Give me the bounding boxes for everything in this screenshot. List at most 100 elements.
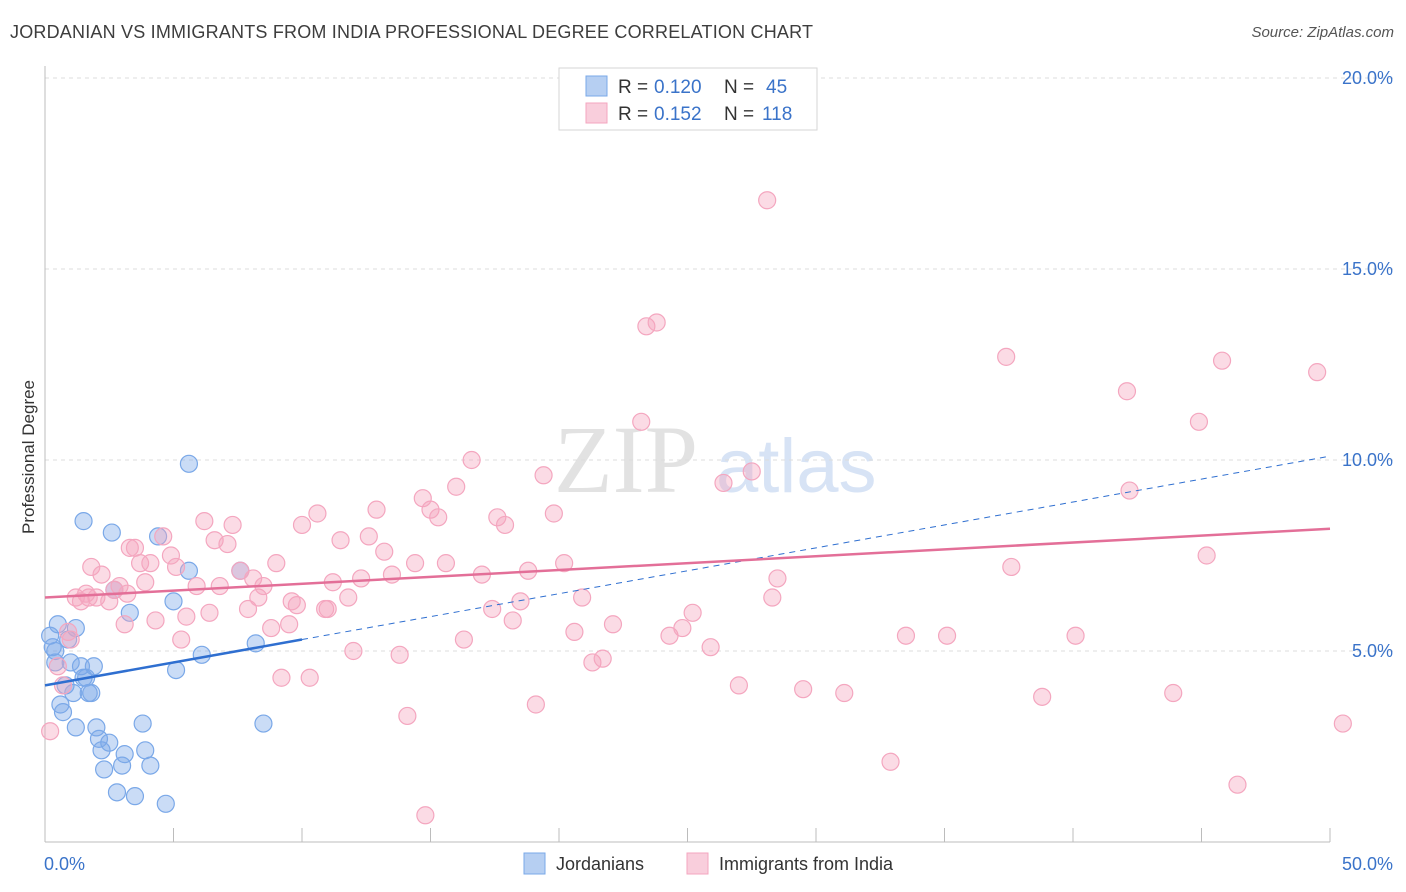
legend-r-label-india: R = <box>618 104 648 125</box>
india-point-40 <box>272 668 291 687</box>
india-point-56 <box>390 645 409 664</box>
india-point-107 <box>1228 775 1247 794</box>
india-point-97 <box>997 347 1016 366</box>
india-point-1 <box>48 657 67 676</box>
india-point-88 <box>701 638 720 657</box>
india-point-2 <box>53 676 73 695</box>
india-point-71 <box>511 592 530 611</box>
jordanian-point-21 <box>95 760 114 779</box>
india-point-45 <box>308 504 327 523</box>
jordanian-point-32 <box>141 756 160 775</box>
india-point-114 <box>835 683 854 703</box>
series-jordanians-points <box>41 454 273 813</box>
india-point-50 <box>344 641 363 661</box>
jordanian-point-8 <box>64 683 83 703</box>
india-point-32 <box>223 515 242 535</box>
india-point-58 <box>405 554 425 573</box>
legend-r-value-jordanians: 0.120 <box>654 77 702 98</box>
legend-r-value-india: 0.152 <box>654 104 702 125</box>
bottom-legend-label-jordanians: Jordanians <box>556 854 644 874</box>
x-tick-labels: 0.0% 50.0% <box>44 854 1393 874</box>
india-point-4 <box>61 630 80 649</box>
legend-n-label-india: N = <box>724 104 754 125</box>
jordanian-point-25 <box>107 783 127 802</box>
india-point-76 <box>555 554 574 573</box>
india-point-65 <box>462 450 481 470</box>
india-point-60 <box>421 500 440 519</box>
bottom-legend: Jordanians Immigrants from India <box>523 852 894 875</box>
india-point-41 <box>280 615 299 634</box>
legend-r-label-jordanians: R = <box>618 77 648 98</box>
india-point-53 <box>367 500 386 519</box>
india-point-75 <box>544 504 563 523</box>
india-point-79 <box>583 653 602 672</box>
legend-swatch-india <box>585 102 608 124</box>
india-point-26 <box>187 576 206 596</box>
legend-box: R = 0.120 N = 45 R = 0.152 N = 118 <box>558 67 818 131</box>
india-point-54 <box>375 542 394 561</box>
jordanian-point-42 <box>254 714 273 733</box>
india-point-82 <box>632 412 651 431</box>
chart-title: JORDANIAN VS IMMIGRANTS FROM INDIA PROFE… <box>10 22 814 42</box>
india-point-68 <box>488 508 507 527</box>
jordanian-point-11 <box>71 657 91 676</box>
jordanian-point-31 <box>136 741 155 760</box>
legend-n-label-jordanians: N = <box>724 77 754 98</box>
india-point-100 <box>1066 626 1085 645</box>
india-point-83 <box>637 317 656 336</box>
india-point-102 <box>1120 481 1139 500</box>
india-point-31 <box>218 534 237 554</box>
axes <box>44 66 1331 843</box>
jordanian-point-17 <box>84 657 103 676</box>
jordanian-point-9 <box>66 718 85 737</box>
india-point-94 <box>768 569 787 588</box>
source-label: Source: ZipAtlas.com <box>1251 24 1394 41</box>
y-tick-label-3: 20.0% <box>1342 68 1393 88</box>
jordanian-point-35 <box>164 592 183 611</box>
india-point-44 <box>300 668 319 687</box>
jordanian-point-29 <box>125 787 145 806</box>
india-point-73 <box>526 695 545 714</box>
india-point-87 <box>683 603 702 622</box>
jordanian-point-34 <box>156 794 175 813</box>
bottom-legend-label-india: Immigrants from India <box>719 854 894 874</box>
y-tick-label-2: 15.0% <box>1342 259 1393 279</box>
jordanian-point-22 <box>100 733 119 752</box>
watermark-atlas: atlas <box>716 424 877 509</box>
india-point-92 <box>758 191 777 210</box>
india-point-90 <box>729 676 749 695</box>
watermark-zip: ZIP <box>554 406 698 513</box>
jordanian-point-43 <box>41 626 60 645</box>
india-point-18 <box>136 573 155 592</box>
india-point-36 <box>249 588 268 607</box>
india-point-19 <box>141 554 160 573</box>
india-point-96 <box>896 626 916 645</box>
india-point-77 <box>565 622 584 642</box>
india-point-86 <box>673 618 692 638</box>
india-point-106 <box>1212 351 1232 370</box>
india-point-80 <box>593 649 612 668</box>
india-point-78 <box>573 588 592 607</box>
trend-line-india <box>44 527 1331 599</box>
jordanian-point-19 <box>89 729 109 748</box>
india-point-24 <box>172 630 191 649</box>
jordanian-point-16 <box>82 683 101 703</box>
x-tick-label-0: 0.0% <box>44 854 85 874</box>
jordanian-point-38 <box>179 454 199 473</box>
y-tick-label-0: 5.0% <box>1352 641 1393 661</box>
india-point-27 <box>195 512 214 531</box>
india-point-99 <box>1033 687 1052 706</box>
india-point-101 <box>1117 382 1137 401</box>
india-point-16 <box>125 538 145 557</box>
jordanian-point-18 <box>87 718 106 737</box>
y-tick-label-1: 10.0% <box>1342 450 1393 470</box>
watermark: ZIP atlas <box>554 406 877 513</box>
jordanian-point-27 <box>115 745 134 764</box>
india-point-25 <box>177 607 196 626</box>
india-point-21 <box>154 527 173 546</box>
jordanian-point-44 <box>46 641 65 661</box>
india-point-34 <box>238 599 258 619</box>
india-point-112 <box>318 599 337 619</box>
india-point-70 <box>503 611 522 630</box>
